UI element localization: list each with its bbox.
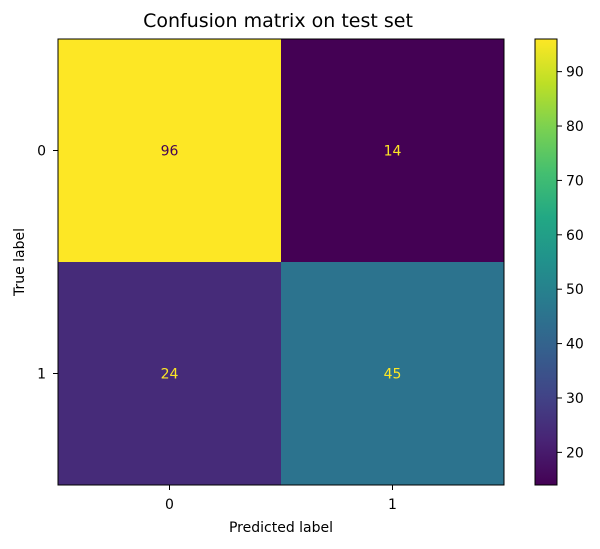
cell-value-label-1-0: 24	[161, 367, 179, 383]
x-tick-label: 1	[388, 497, 397, 513]
x-axis-label: Predicted label	[229, 520, 333, 536]
colorbar-tick-label: 60	[566, 228, 584, 244]
y-tick-label: 0	[37, 144, 46, 160]
colorbar-tick-label: 70	[566, 173, 584, 189]
y-tick-label: 1	[37, 367, 46, 383]
colorbar-tick-label: 20	[566, 445, 584, 461]
cell-value-label-0-0: 96	[161, 144, 179, 160]
heatmap-cell-1-0	[58, 262, 281, 485]
heatmap-cell-0-0	[58, 39, 281, 262]
y-axis-label: True label	[12, 228, 28, 297]
colorbar-tick-label: 90	[566, 65, 584, 81]
colorbar	[534, 38, 558, 486]
cell-value-label-1-1: 45	[384, 367, 402, 383]
heatmap-cell-0-1	[281, 39, 504, 262]
colorbar-tick-label: 50	[566, 282, 584, 298]
colorbar-tick-label: 40	[566, 337, 584, 353]
x-tick-label: 0	[165, 497, 174, 513]
colorbar-tick-label: 30	[566, 391, 584, 407]
cell-value-label-0-1: 14	[384, 144, 402, 160]
chart-title: Confusion matrix on test set	[143, 10, 413, 32]
heatmap-cells: 96 14 24 45	[58, 39, 504, 485]
heatmap-cell-1-1	[281, 262, 504, 485]
colorbar-tick-label: 80	[566, 119, 584, 135]
y-axis-ticks: 01	[37, 144, 58, 383]
plot-frame	[57, 38, 505, 486]
colorbar-ticks: 20 30 40 50 60 70 80 90	[557, 65, 584, 461]
